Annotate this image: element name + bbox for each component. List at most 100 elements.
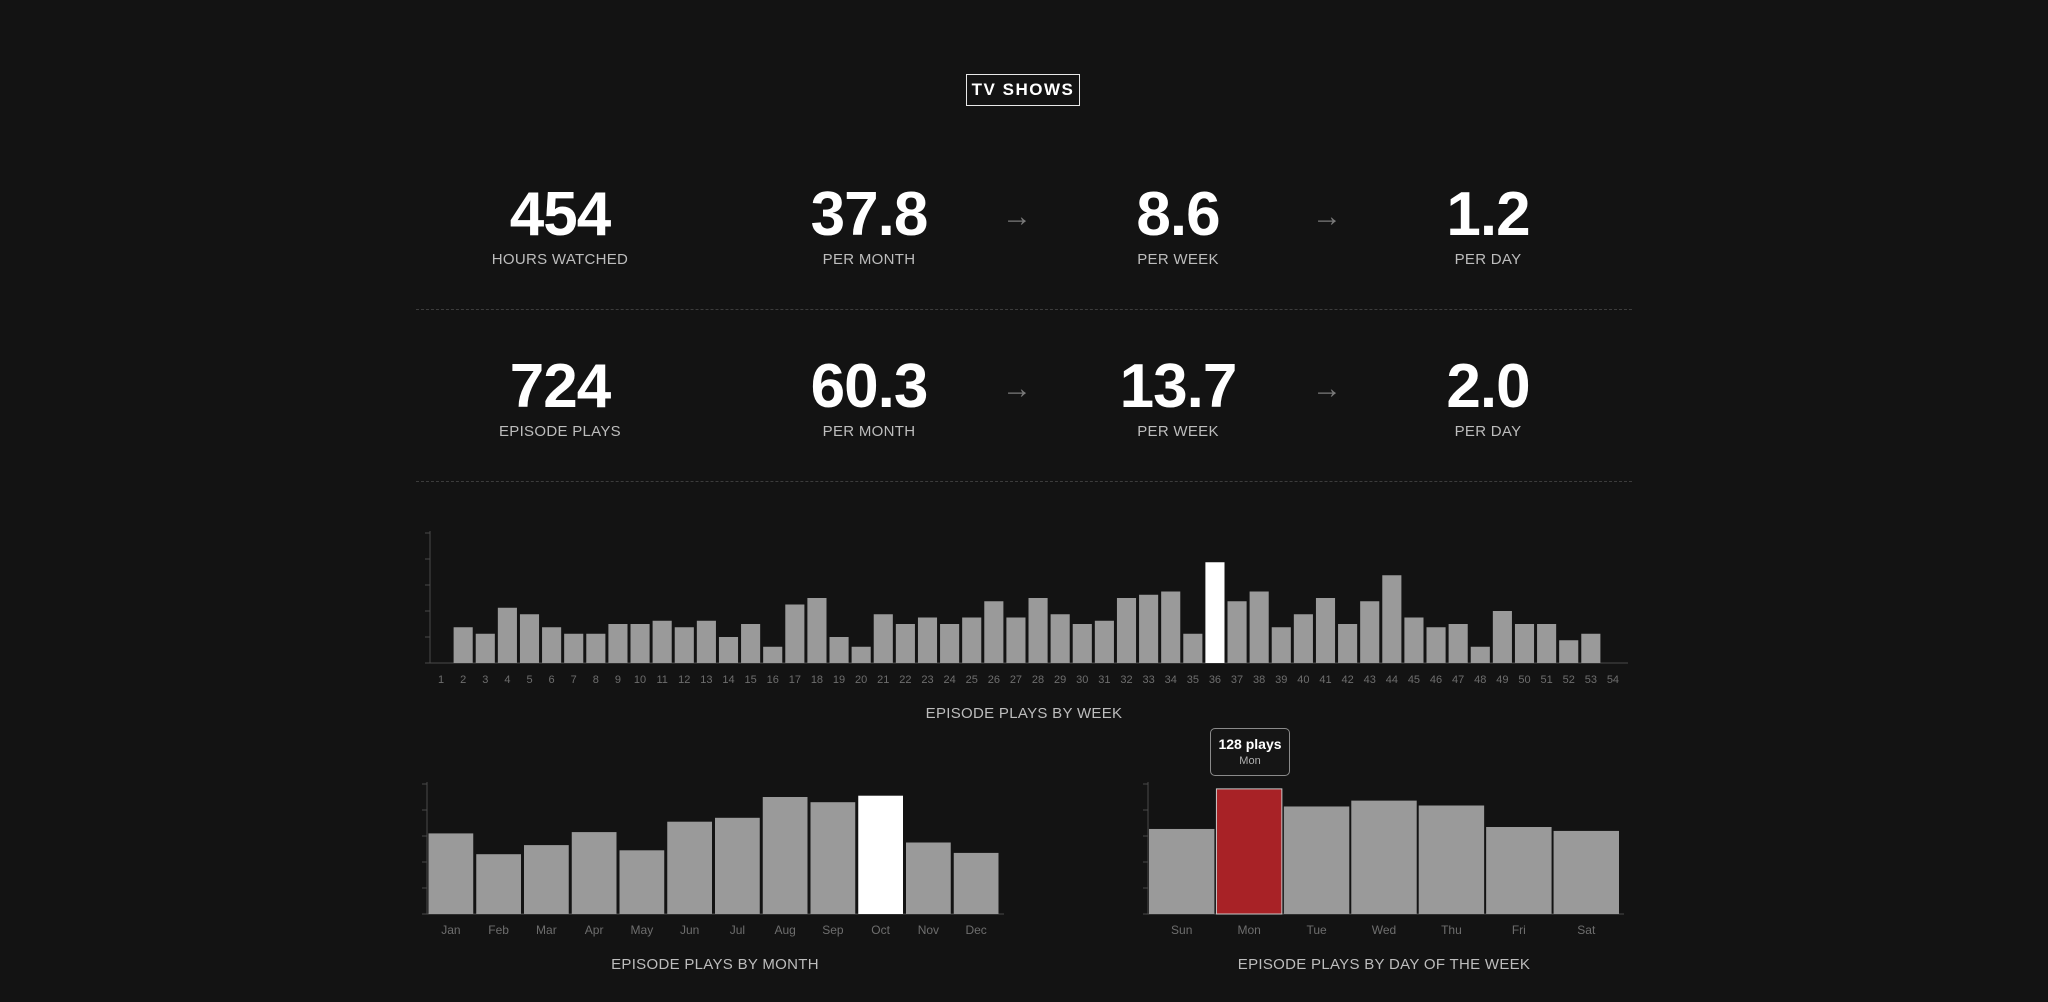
week-bar-35 [1183, 633, 1203, 663]
week-bar-53 [1581, 633, 1601, 663]
chart-title-week: EPISODE PLAYS BY WEEK [925, 705, 1123, 722]
week-bar-5 [519, 614, 540, 663]
week-bar-52 [1559, 640, 1579, 663]
week-bar-12 [674, 627, 694, 663]
week-bar-10 [630, 624, 650, 663]
week-bar-29 [1050, 614, 1070, 663]
week-tick-label: 27 [1010, 674, 1022, 686]
week-tick-label: 46 [1430, 674, 1442, 686]
week-bar-43 [1360, 601, 1380, 663]
stat-label: PER MONTH [822, 251, 916, 268]
week-bar-39 [1271, 627, 1291, 663]
stat-label: PER DAY [1454, 251, 1522, 268]
week-tick-label: 44 [1386, 674, 1398, 686]
week-tick-label: 49 [1496, 674, 1508, 686]
week-tick-label: 35 [1187, 674, 1199, 686]
tooltip-value: 128 plays [1218, 736, 1282, 752]
month-bar-jul [715, 817, 760, 914]
arrow-right-icon: → [1312, 200, 1342, 233]
month-bar-mar [524, 845, 569, 914]
day-tick-label: Fri [1512, 923, 1526, 937]
week-tick-label: 41 [1319, 674, 1331, 686]
stat-value: 1.2 [1446, 180, 1530, 249]
week-bar-22 [895, 624, 915, 663]
month-bar-nov [906, 842, 951, 914]
week-bar-30 [1072, 624, 1092, 663]
day-bar-mon [1215, 788, 1283, 915]
week-bar-3 [475, 633, 495, 663]
week-tick-label: 43 [1364, 674, 1376, 686]
week-bar-44 [1382, 575, 1402, 663]
week-tick-label: 29 [1054, 674, 1066, 686]
day-tick-label: Sat [1577, 923, 1596, 937]
week-tick-label: 3 [482, 674, 488, 686]
week-bar-28 [1028, 598, 1048, 663]
month-bar-dec [953, 852, 999, 914]
day-bar-wed [1351, 800, 1417, 914]
stat-value: 724 [509, 352, 611, 421]
week-bar-27 [1006, 617, 1026, 663]
week-tick-label: 24 [943, 674, 955, 686]
month-tick-label: Aug [774, 923, 795, 937]
week-tick-label: 17 [789, 674, 801, 686]
week-tick-label: 13 [700, 674, 712, 686]
day-bar-sat [1553, 830, 1619, 914]
week-tick-label: 19 [833, 674, 845, 686]
week-bar-18 [807, 598, 827, 663]
week-bar-31 [1094, 620, 1114, 663]
week-bar-46 [1426, 627, 1446, 663]
week-tick-label: 51 [1540, 674, 1552, 686]
month-bar-oct [858, 795, 903, 914]
month-tick-label: Dec [965, 923, 986, 937]
hours-watched-stat: 454 HOURS WATCHED [440, 180, 680, 270]
week-tick-label: 6 [549, 674, 555, 686]
week-bar-21 [873, 614, 893, 663]
week-tick-label: 18 [811, 674, 823, 686]
week-tick-label: 2 [460, 674, 466, 686]
week-bar-23 [917, 617, 938, 663]
month-tick-label: Jan [441, 923, 460, 937]
week-bar-17 [785, 604, 805, 663]
month-tick-label: Nov [918, 923, 939, 937]
stat-value: 2.0 [1446, 352, 1530, 421]
plays-stats-row: 724 EPISODE PLAYS 60.3 PER MONTH → 13.7 … [416, 352, 1632, 482]
divider [416, 481, 1632, 482]
week-tick-label: 11 [656, 674, 667, 686]
month-tick-label: Oct [871, 923, 890, 937]
day-tick-label: Wed [1372, 923, 1396, 937]
week-bar-40 [1293, 614, 1313, 663]
week-tick-label: 52 [1563, 674, 1575, 686]
plays-per-day-stat: 2.0 PER DAY [1368, 352, 1608, 442]
week-tick-label: 40 [1297, 674, 1309, 686]
day-bar-sun [1149, 828, 1215, 914]
month-tick-label: Jun [680, 923, 699, 937]
week-tick-label: 4 [504, 674, 510, 686]
week-bar-20 [851, 646, 871, 663]
week-tick-label: 14 [722, 674, 734, 686]
week-tick-label: 15 [744, 674, 756, 686]
day-bar-thu [1418, 805, 1485, 914]
week-bar-34 [1161, 591, 1181, 663]
stat-value: 60.3 [810, 352, 929, 421]
month-bar-jun [667, 821, 712, 914]
hours-per-month-stat: 37.8 PER MONTH [749, 180, 989, 270]
week-tick-label: 30 [1076, 674, 1088, 686]
week-tick-label: 20 [855, 674, 867, 686]
month-bar-jan [428, 833, 474, 914]
week-tick-label: 45 [1408, 674, 1420, 686]
week-tick-label: 47 [1452, 674, 1464, 686]
month-bar-aug [762, 797, 808, 914]
arrow-right-icon: → [1002, 200, 1032, 233]
week-tick-label: 53 [1585, 674, 1597, 686]
stat-value: 8.6 [1136, 180, 1220, 249]
week-bar-4 [497, 607, 517, 663]
week-bar-15 [741, 624, 761, 663]
month-tick-label: Sep [822, 923, 844, 937]
week-bar-38 [1249, 591, 1269, 663]
plays-per-month-stat: 60.3 PER MONTH [749, 352, 989, 442]
week-tick-label: 39 [1275, 674, 1287, 686]
week-tick-label: 8 [593, 674, 599, 686]
month-bar-may [619, 850, 665, 914]
week-tick-label: 36 [1209, 674, 1221, 686]
stat-label: PER WEEK [1137, 251, 1219, 268]
